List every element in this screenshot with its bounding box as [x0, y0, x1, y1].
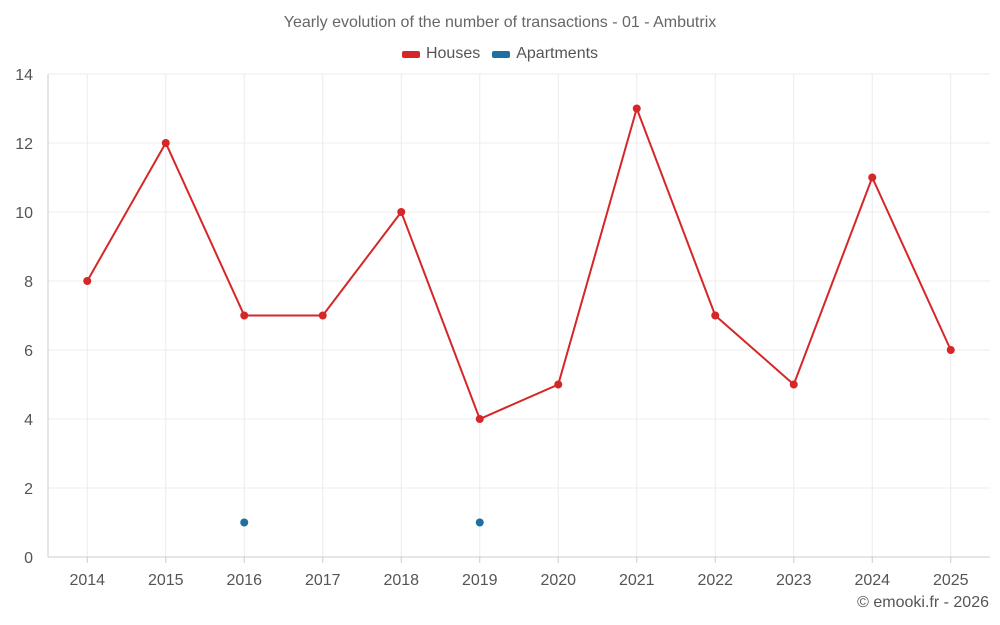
y-tick-label: 2: [24, 481, 33, 498]
data-point-houses: [397, 208, 406, 216]
legend: Houses Apartments: [0, 45, 1000, 63]
y-tick-label: 4: [24, 412, 33, 429]
data-point-houses: [554, 380, 563, 389]
x-tick-label: 2015: [148, 572, 184, 589]
footer-credit: © emooki.fr - 2026: [857, 594, 989, 611]
data-point-houses: [318, 311, 327, 320]
x-tick-label: 2016: [226, 572, 262, 589]
series-line-houses: [86, 105, 952, 421]
y-tick-label: 8: [24, 274, 33, 291]
data-point-houses: [161, 139, 170, 147]
legend-swatch-apartments: [492, 50, 511, 58]
x-tick-label: 2017: [305, 572, 341, 589]
x-tick-label: 2022: [697, 572, 733, 589]
data-point-houses: [632, 104, 641, 113]
y-tick-label: 14: [15, 67, 33, 84]
chart-title: Yearly evolution of the number of transa…: [283, 14, 717, 31]
x-tick-label: 2020: [540, 572, 576, 589]
y-tick-label: 10: [15, 205, 33, 222]
data-point-houses: [946, 346, 955, 354]
data-point-apartments: [475, 518, 484, 527]
data-point-houses: [789, 380, 798, 389]
data-point-houses: [868, 173, 877, 182]
x-tick-label: 2021: [619, 572, 655, 589]
legend-item-houses[interactable]: Houses: [401, 45, 481, 63]
x-tick-label: 2014: [69, 572, 105, 589]
legend-label-apartments: Apartments: [516, 45, 599, 62]
x-tick-label: 2024: [854, 572, 890, 589]
legend-item-apartments[interactable]: Apartments: [492, 45, 598, 63]
x-tick-label: 2023: [776, 572, 812, 589]
data-point-apartments: [240, 518, 249, 527]
y-tick-label: 12: [15, 136, 33, 153]
data-point-houses: [711, 311, 720, 320]
legend-swatch-houses: [401, 50, 420, 58]
x-tick-label: 2025: [933, 572, 969, 589]
data-point-houses: [240, 311, 249, 320]
data-point-houses: [475, 415, 484, 423]
x-tick-label: 2018: [383, 572, 419, 589]
y-tick-label: 0: [24, 550, 33, 567]
legend-label-houses: Houses: [425, 45, 481, 62]
x-tick-label: 2019: [462, 572, 498, 589]
data-point-houses: [83, 277, 92, 285]
y-tick-label: 6: [24, 343, 33, 360]
